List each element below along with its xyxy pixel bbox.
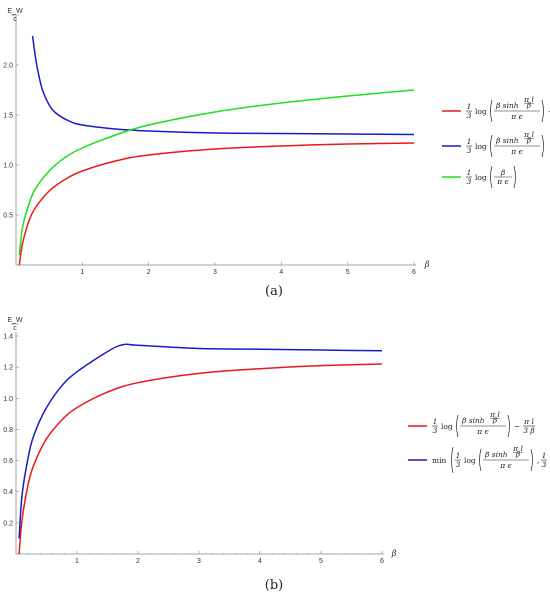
legend-third-num: 1	[433, 417, 438, 426]
panel-label: (a)	[265, 284, 283, 299]
legend-third-den: 3	[467, 177, 472, 186]
y-label-den: c	[13, 16, 17, 23]
legend-paren-left	[490, 134, 493, 158]
legend-paren-right	[513, 165, 516, 189]
x-tick-label: 4	[279, 269, 283, 276]
legend-log: log	[475, 173, 487, 182]
x-axis-label: β	[391, 549, 397, 558]
legend-pil-frac-num: π l	[523, 417, 534, 426]
series-line-1	[18, 142, 415, 266]
legend-third-2-num: 1	[542, 451, 547, 460]
legend-entry-2: 13 log β sinh π lβπ ϵ	[442, 130, 544, 158]
legend-log: log	[464, 456, 476, 465]
legend-paren-right	[530, 448, 533, 472]
x-tick-label: 3	[197, 558, 201, 565]
legend-minus: −	[548, 107, 550, 116]
legend-paren-outer-left	[451, 446, 454, 474]
x-tick-label: 5	[319, 558, 323, 565]
x-tick-label: 6	[380, 558, 384, 565]
legend-pil: π l	[512, 444, 523, 453]
panel-label: (b)	[265, 578, 283, 593]
x-tick-label: 3	[213, 269, 217, 276]
y-tick-label: 0.4	[3, 489, 13, 496]
x-tick-label: 2	[136, 558, 140, 565]
y-tick-label: 1.0	[3, 396, 13, 403]
legend-pieps: π ϵ	[510, 112, 523, 121]
legend-inner-beta: β	[515, 450, 521, 459]
y-tick-label: 1.4	[3, 334, 13, 341]
legend-log: log	[475, 107, 487, 116]
series-line-2	[18, 343, 383, 539]
legend-third-num: 1	[467, 102, 472, 111]
y-axis-label: E_Wc	[7, 317, 23, 332]
y-label-den: c	[13, 325, 17, 332]
legend-inner-beta: β	[526, 101, 532, 110]
y-label-num: E_W	[7, 317, 23, 324]
y-tick-label: 0.5	[3, 213, 13, 220]
y-tick-label: 0.8	[3, 427, 13, 434]
legend-pil: π l	[489, 410, 500, 419]
legend-pil: π l	[523, 95, 534, 104]
legend-pil-frac-den: 3 β	[523, 426, 535, 435]
series-line-2	[31, 35, 415, 136]
legend-third-num: 1	[467, 137, 472, 146]
x-tick-label: 1	[75, 558, 79, 565]
y-tick-label: 0.2	[3, 520, 13, 527]
y-tick-label: 1.5	[3, 113, 13, 120]
legend-log: log	[441, 422, 453, 431]
x-tick-label: 6	[412, 269, 416, 276]
legend-min: min	[432, 456, 447, 465]
y-tick-label: 1.0	[3, 163, 13, 170]
legend-log: log	[475, 142, 487, 151]
legend-inner-beta: β	[526, 136, 532, 145]
legend-paren-right	[507, 414, 510, 438]
legend-third-2-den: 3	[542, 460, 547, 469]
legend-bsinh: β sinh	[484, 450, 508, 459]
y-tick-label: 2.0	[3, 63, 13, 70]
legend-third-num: 1	[467, 168, 472, 177]
y-axis-label: E_Wc	[7, 8, 23, 23]
legend-third-den: 3	[433, 426, 438, 435]
legend-paren-right	[541, 134, 544, 158]
legend-pil: π l	[523, 130, 534, 139]
legend-entry-3: 13 log βπ ϵ	[442, 165, 516, 189]
y-tick-label: 0.6	[3, 458, 13, 465]
y-tick-label: 1.2	[3, 365, 13, 372]
x-tick-label: 2	[147, 269, 151, 276]
legend-third-den: 3	[456, 460, 461, 469]
legend-paren-right	[541, 99, 544, 123]
x-tick-label: 4	[258, 558, 262, 565]
legend-third-den: 3	[467, 146, 472, 155]
legend-beta-frac-num: β	[500, 168, 506, 177]
x-axis-label: β	[424, 260, 430, 269]
legend-pieps: π ϵ	[499, 461, 512, 470]
series-line-3	[18, 89, 415, 256]
legend-minus: −	[514, 422, 520, 431]
legend-bsinh: β sinh	[495, 101, 519, 110]
legend-pieps: π ϵ	[476, 427, 489, 436]
legend-third-num: 1	[456, 451, 461, 460]
legend-bsinh: β sinh	[461, 416, 485, 425]
legend-paren-left	[456, 414, 459, 438]
legend-comma: ,	[537, 456, 539, 465]
legend-paren-left	[490, 165, 493, 189]
legend-bsinh: β sinh	[495, 136, 519, 145]
legend-inner-beta: β	[492, 416, 498, 425]
legend-beta-frac-den: π ϵ	[496, 177, 509, 186]
legend-paren-left	[490, 99, 493, 123]
legend-paren-left	[479, 448, 482, 472]
y-label-num: E_W	[7, 8, 23, 15]
legend-third-den: 3	[467, 111, 472, 120]
x-tick-label: 1	[80, 269, 84, 276]
series-line-1	[18, 363, 383, 555]
legend-pieps: π ϵ	[510, 147, 523, 156]
x-tick-label: 5	[346, 269, 350, 276]
